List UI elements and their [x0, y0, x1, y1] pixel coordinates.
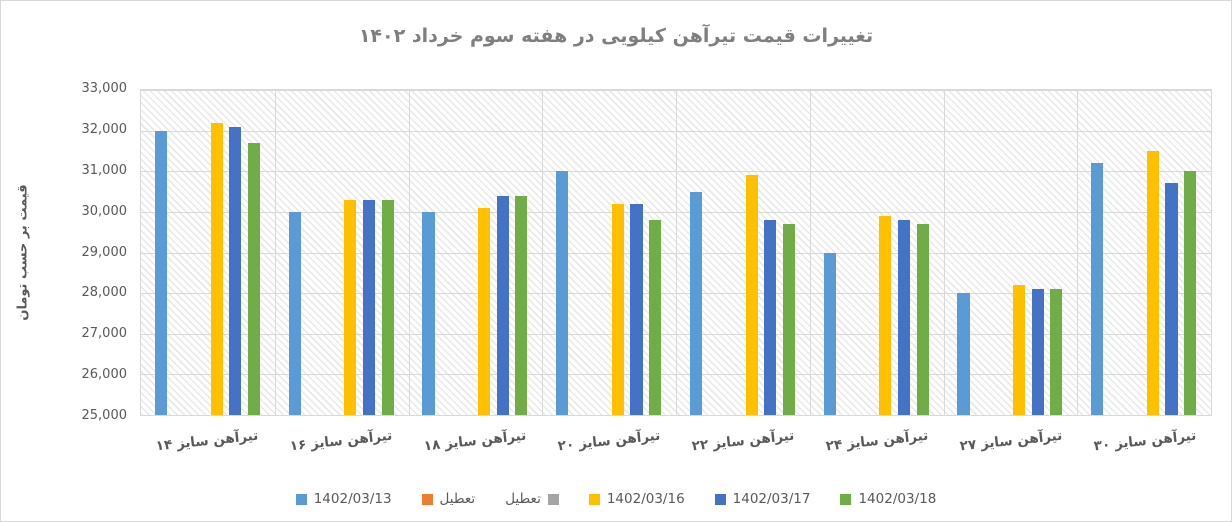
legend-item: تعطیل	[421, 491, 476, 507]
y-tick-label: 29,000	[81, 244, 128, 260]
bar	[916, 224, 929, 415]
bar	[1050, 289, 1063, 415]
bar	[957, 293, 970, 415]
bar-group	[810, 90, 944, 415]
chart-title: تغییرات قیمت تیرآهن کیلویی در هفته سوم خ…	[358, 25, 874, 47]
y-tick-label: 25,000	[81, 408, 128, 423]
x-category-label: تیرآهن سایز ۳۰	[1093, 427, 1197, 455]
bar-group	[1077, 90, 1211, 415]
legend-item: 1402/03/17	[714, 491, 811, 507]
y-tick-label: 30,000	[81, 203, 128, 219]
legend-label: 1402/03/18	[858, 491, 937, 507]
bar	[381, 199, 394, 415]
legend-swatch	[714, 493, 726, 505]
category-separator	[542, 90, 544, 415]
legend-label: تعطیل	[439, 491, 476, 507]
x-category-label: تیرآهن سایز ۱۸	[423, 427, 527, 455]
legend-swatch	[547, 493, 559, 505]
bar	[496, 195, 509, 415]
y-axis-tick-labels: 33,000 32,000 31,000 30,000 29,000 28,000 27,0…	[1, 1, 128, 521]
y-tick-label: 28,000	[81, 285, 128, 301]
legend-swatch	[840, 493, 852, 505]
bar	[879, 215, 892, 415]
bar	[1184, 171, 1197, 415]
y-tick-label: 27,000	[81, 326, 128, 342]
bar	[1091, 163, 1104, 415]
legend-item: تعطیل	[505, 491, 559, 507]
x-axis-category-labels: تیرآهن سایز ۱۴ تیرآهن سایز ۱۶ تیرآهن سایز …	[140, 425, 1212, 473]
legend-swatch	[588, 493, 600, 505]
bar	[782, 224, 795, 415]
bar	[1165, 183, 1178, 415]
bar	[515, 195, 528, 415]
bar-group	[275, 90, 409, 415]
bar	[210, 122, 223, 415]
category-separator	[408, 90, 410, 415]
legend-item: 1402/03/16	[588, 491, 685, 507]
legend-item: 1402/03/18	[840, 491, 936, 507]
bar	[611, 203, 624, 415]
x-category-label: تیرآهن سایز ۲۷	[959, 427, 1063, 455]
legend-swatch	[421, 493, 433, 505]
category-separator	[274, 90, 276, 415]
bar	[689, 191, 702, 415]
bar	[745, 175, 758, 415]
bar	[630, 203, 643, 415]
x-category-label: تیرآهن سایز ۲۲	[691, 427, 795, 455]
bar	[154, 130, 167, 415]
legend-label: 1402/03/16	[606, 491, 685, 507]
bar	[1013, 285, 1026, 415]
category-separator	[809, 90, 811, 415]
bar	[344, 199, 357, 415]
bar-group	[141, 90, 275, 415]
bar	[422, 211, 435, 415]
x-category-label: تیرآهن سایز ۲۴	[825, 427, 929, 455]
bar	[288, 211, 301, 415]
legend-item: 1402/03/13	[295, 491, 392, 507]
plot-area	[140, 89, 1212, 416]
x-category-label: تیرآهن سایز ۱۶	[289, 427, 393, 455]
legend: 1402/03/13 تعطیل تعطیل 1402/03/16 1402/03/17…	[1, 491, 1231, 507]
gridline	[141, 415, 1211, 416]
legend-label: تعطیل	[505, 491, 541, 507]
y-tick-label: 26,000	[81, 367, 128, 383]
bar-group	[944, 90, 1078, 415]
bar	[478, 207, 491, 415]
x-category-label: تیرآهن سایز ۲۰	[557, 427, 661, 455]
bar	[764, 220, 777, 415]
legend-swatch	[295, 493, 307, 505]
y-tick-label: 32,000	[81, 121, 128, 137]
category-separator	[1077, 90, 1079, 415]
bar	[229, 126, 242, 415]
bar	[362, 199, 376, 415]
bar	[1031, 289, 1044, 415]
bar	[247, 142, 260, 415]
category-separator	[943, 90, 945, 415]
y-tick-label: 33,000	[81, 81, 128, 96]
y-tick-label: 31,000	[81, 162, 128, 178]
category-separator	[676, 90, 677, 415]
bar	[1146, 150, 1159, 415]
bar	[897, 220, 911, 415]
legend-label: 1402/03/13	[313, 491, 392, 507]
bar	[556, 171, 569, 415]
bar	[649, 220, 662, 415]
bar-group	[676, 90, 810, 415]
legend-label: 1402/03/17	[732, 491, 811, 507]
bar-group	[409, 90, 543, 415]
x-category-label: تیرآهن سایز ۱۴	[155, 427, 259, 455]
bar	[823, 252, 836, 415]
bar-group	[542, 90, 676, 415]
